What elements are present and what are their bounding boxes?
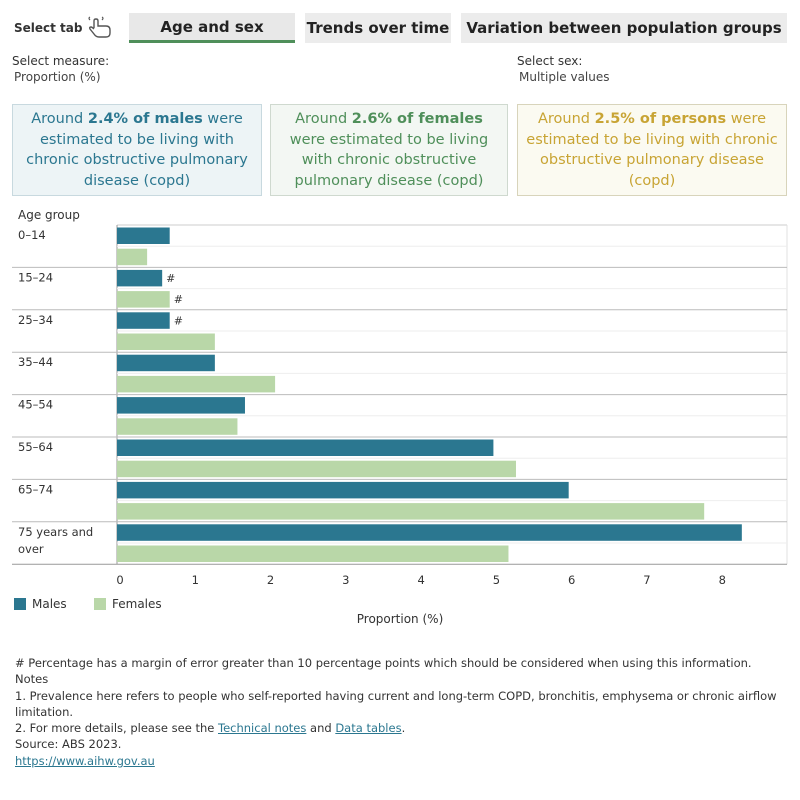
moe-flag-label: # <box>174 293 183 306</box>
bar-males <box>117 312 170 329</box>
sex-filter-label: Select sex: <box>517 54 583 68</box>
x-tick-label: 5 <box>493 573 500 587</box>
technical-notes-link[interactable]: Technical notes <box>218 721 307 736</box>
x-tick-label: 4 <box>417 573 424 587</box>
legend-item-females[interactable]: Females <box>94 597 162 611</box>
note-2-post: . <box>401 721 406 736</box>
moe-flag-label: # <box>166 272 175 285</box>
tab-bar: Select tab Age and sex Trends over time … <box>0 12 800 44</box>
data-tables-link[interactable]: Data tables <box>335 721 402 736</box>
bar-females <box>117 545 509 562</box>
persons-summary-card: Around 2.5% of persons were estimated to… <box>517 104 787 196</box>
females-card-pre: Around <box>295 111 352 127</box>
age-group-bar-chart: Age group 0–14 15–24 # #25–34 #35–44 45–54 55–6… <box>12 208 788 626</box>
x-tick-label: 0 <box>116 573 123 587</box>
x-tick-label: 7 <box>643 573 650 587</box>
legend-label-females: Females <box>112 597 162 611</box>
x-tick-label: 2 <box>267 573 274 587</box>
bar-females <box>117 248 148 266</box>
moe-flag-label: # <box>174 314 183 327</box>
sex-filter-value[interactable]: Multiple values <box>519 70 610 84</box>
tab-trends-over-time[interactable]: Trends over time <box>305 13 451 43</box>
females-card-highlight: 2.6% of females <box>351 111 483 127</box>
legend-label-males: Males <box>32 597 67 611</box>
hash-note: # Percentage has a margin of error great… <box>15 656 752 670</box>
bar-males <box>117 227 170 244</box>
category-label: 25–34 <box>18 313 53 327</box>
category-label: over <box>18 542 44 556</box>
bar-females <box>117 333 215 350</box>
males-card-pre: Around <box>31 111 88 127</box>
x-axis-title: Proportion (%) <box>357 612 444 626</box>
persons-card-highlight: 2.5% of persons <box>594 111 727 127</box>
x-tick-label: 8 <box>719 573 726 587</box>
measure-filter-label: Select measure: <box>12 54 110 68</box>
bar-females <box>117 460 516 478</box>
category-label: 15–24 <box>18 270 53 284</box>
note-2-mid: and <box>306 721 336 736</box>
notes-title: Notes <box>15 672 49 687</box>
category-label: 75 years and <box>18 525 93 539</box>
bar-females <box>117 291 170 308</box>
bar-males <box>117 439 494 456</box>
persons-card-post: were estimated to be living with chronic… <box>526 111 778 189</box>
tab-variation-between-groups[interactable]: Variation between population groups <box>461 13 787 43</box>
bar-females <box>117 418 238 435</box>
females-summary-card: Around 2.6% of females were estimated to… <box>270 104 508 196</box>
males-summary-card: Around 2.4% of males were estimated to b… <box>12 104 262 196</box>
x-tick-label: 3 <box>342 573 349 587</box>
males-card-post: were estimated to be living with chronic… <box>26 111 248 189</box>
bar-males <box>117 481 569 499</box>
bar-males <box>117 397 245 414</box>
bar-males <box>117 269 163 287</box>
males-card-highlight: 2.4% of males <box>87 111 203 127</box>
note-2-pre: 2. For more details, please see the <box>15 721 218 736</box>
legend-swatch-males <box>14 598 26 610</box>
x-tick-label: 1 <box>192 573 199 587</box>
hand-pointer-icon <box>88 16 111 38</box>
category-axis-title: Age group <box>18 208 80 222</box>
legend-item-males[interactable]: Males <box>14 597 67 611</box>
notes-section: # Percentage has a margin of error great… <box>15 655 785 769</box>
legend-swatch-females <box>94 598 106 610</box>
category-label: 65–74 <box>18 482 53 496</box>
bar-females <box>117 375 276 393</box>
select-tab-label: Select tab <box>14 21 83 35</box>
source-note: Source: ABS 2023. <box>15 737 122 752</box>
category-label: 35–44 <box>18 355 53 369</box>
tab-age-and-sex[interactable]: Age and sex <box>129 13 295 43</box>
bar-females <box>117 503 705 520</box>
category-label: 45–54 <box>18 398 53 412</box>
aihw-url-link[interactable]: https://www.aihw.gov.au <box>15 753 155 768</box>
category-label: 55–64 <box>18 440 53 454</box>
note-1: 1. Prevalence here refers to people who … <box>15 688 777 719</box>
note-2: 2. For more details, please see the Tech… <box>15 720 785 736</box>
bar-males <box>117 354 215 372</box>
females-card-post: were estimated to be living with chronic… <box>289 131 489 189</box>
persons-card-pre: Around <box>537 111 595 127</box>
category-label: 0–14 <box>18 228 46 242</box>
x-tick-label: 6 <box>568 573 575 587</box>
bar-males <box>117 524 742 541</box>
measure-filter-value[interactable]: Proportion (%) <box>14 70 101 84</box>
